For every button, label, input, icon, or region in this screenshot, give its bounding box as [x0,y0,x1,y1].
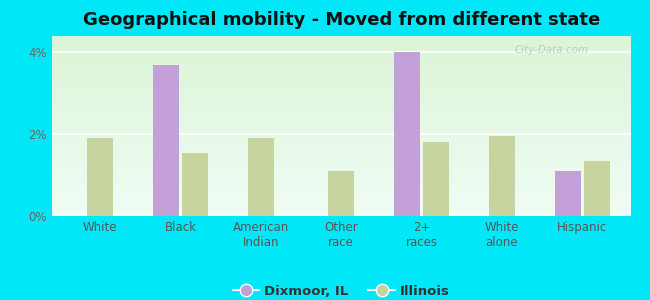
Bar [555,171,580,216]
Title: Geographical mobility - Moved from different state: Geographical mobility - Moved from diffe… [83,11,600,29]
Bar [423,142,449,216]
Bar [153,64,179,216]
Bar [489,136,515,216]
Bar [395,52,420,216]
Bar [87,138,113,216]
Bar [248,138,274,216]
Bar [328,171,354,216]
Bar [182,153,208,216]
Legend: Dixmoor, IL, Illinois: Dixmoor, IL, Illinois [227,279,455,300]
Text: City-Data.com: City-Data.com [515,45,589,55]
Bar [584,161,610,216]
